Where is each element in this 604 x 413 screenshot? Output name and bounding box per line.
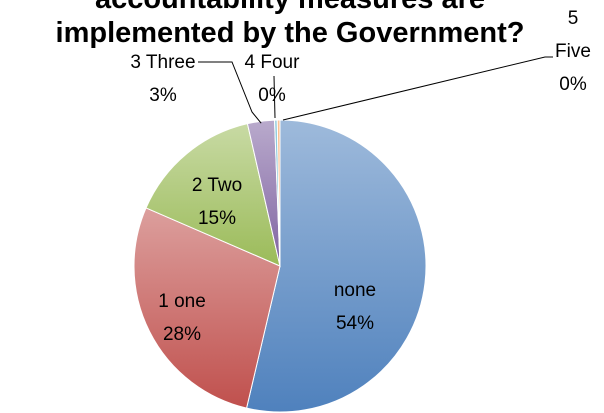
chart-title-line-1: accountability measures are [0, 0, 580, 16]
data-label-4-four: 4 Four 0% [245, 52, 301, 106]
leader-line-4-four [273, 75, 276, 119]
data-label-3-three: 3 Three 3% [130, 52, 195, 106]
data-label-5-five: 5 Five 0% [555, 8, 591, 95]
leader-line-3-three [198, 61, 262, 124]
data-label-2-two: 2 Two 15% [192, 175, 242, 229]
chart-title-line-2: implemented by the Government? [55, 17, 525, 49]
data-label-1-one: 1 one 28% [158, 291, 206, 345]
pie-slice-none [245, 119, 427, 413]
leader-line-5-five [282, 56, 553, 121]
pie-slice-2-two [145, 123, 281, 267]
pie-slice-5-five [276, 119, 281, 267]
data-label-none: none 54% [334, 280, 376, 334]
pie-slice-1-one [133, 207, 281, 409]
chart-title: accountability measures are implemented … [0, 0, 580, 50]
